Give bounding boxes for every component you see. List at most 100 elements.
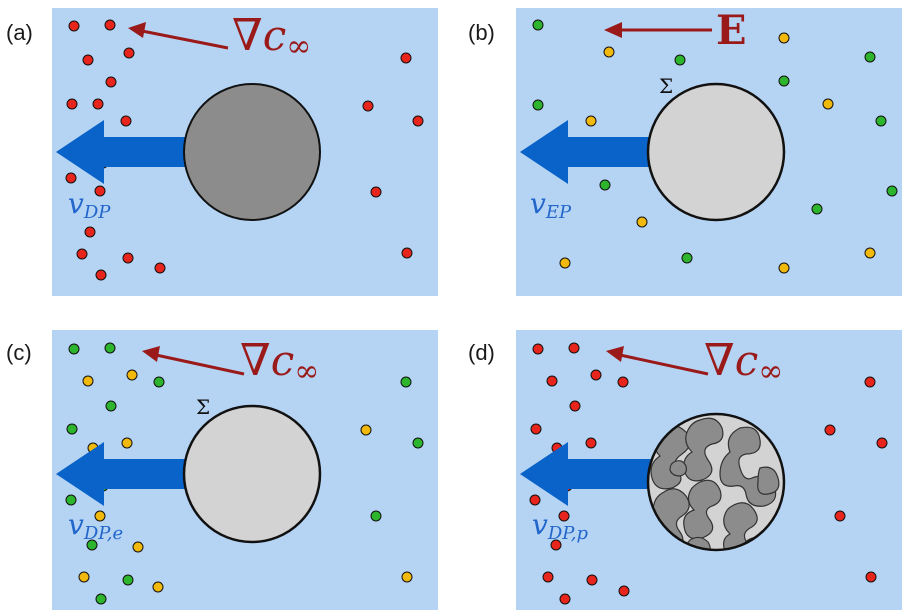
- panel-a-label: (a): [6, 20, 33, 45]
- ion-dot: [864, 247, 876, 259]
- solute-dot: [84, 226, 96, 238]
- solute-dot: [95, 269, 107, 281]
- ion-dot: [875, 115, 887, 127]
- patterned-particle: [646, 412, 786, 552]
- solute-dot: [66, 423, 78, 435]
- panel-b: (b) Σ E: [468, 7, 902, 296]
- solute-dot: [104, 19, 116, 31]
- solute-dot: [550, 539, 562, 551]
- solute-dot: [132, 541, 144, 553]
- velocity-label: vEP: [530, 187, 572, 223]
- solute-dot: [95, 593, 107, 605]
- solute-dot: [529, 494, 541, 506]
- solute-dot: [76, 248, 88, 260]
- big-left-arrow-icon: [520, 120, 654, 184]
- solute-dot: [412, 115, 424, 127]
- solute-dot: [618, 585, 630, 597]
- concentration-gradient-label: ∇c∞: [704, 335, 783, 389]
- solute-dot: [152, 581, 164, 593]
- solute-dot: [834, 510, 846, 522]
- solute-dot: [362, 100, 374, 112]
- solute-dot: [559, 593, 571, 605]
- solute-dot: [876, 437, 888, 449]
- solute-dot: [546, 375, 558, 387]
- solute-dot: [401, 247, 413, 259]
- solute-dot: [532, 343, 544, 355]
- panel-d-label: (d): [468, 340, 495, 365]
- panel-d-dots: [529, 342, 888, 605]
- electric-field-label: E: [716, 7, 747, 54]
- solute-dot: [153, 376, 165, 388]
- ion-dot: [778, 75, 790, 87]
- solute-dot: [617, 376, 629, 388]
- panel-c: (c): [6, 330, 438, 610]
- solute-dot: [400, 52, 412, 64]
- solute-dot: [865, 571, 877, 583]
- panel-d: (d): [468, 330, 902, 610]
- concentration-gradient-label: ∇c∞: [240, 335, 319, 389]
- solute-dot: [123, 47, 135, 59]
- light-particle: [646, 82, 786, 222]
- concentration-gradient-label: ∇c∞: [232, 10, 311, 64]
- solute-dot: [94, 510, 106, 522]
- solute-dot: [585, 437, 597, 449]
- solute-dot: [568, 342, 580, 354]
- solute-dot: [126, 369, 138, 381]
- thin-left-arrow-icon: [142, 346, 245, 376]
- solute-dot: [68, 20, 80, 32]
- thin-left-arrow-icon: [606, 346, 709, 376]
- solute-dot: [122, 574, 134, 586]
- thin-left-arrow-icon: [604, 22, 712, 38]
- thin-left-arrow-icon: [128, 22, 229, 50]
- sigma-label: Σ: [659, 74, 673, 98]
- ion-dot: [681, 252, 693, 264]
- solute-dot: [401, 571, 413, 583]
- panel-b-dots: [532, 19, 898, 274]
- solute-dot: [105, 76, 117, 88]
- ion-dot: [778, 32, 790, 44]
- sigma-label: Σ: [196, 395, 210, 419]
- solute-dot: [530, 423, 542, 435]
- velocity-label: vDP: [68, 187, 111, 223]
- solute-dot: [65, 172, 77, 184]
- solute-dot: [120, 115, 132, 127]
- ion-dot: [674, 54, 686, 66]
- solute-dot: [86, 539, 98, 551]
- big-left-arrow-icon: [520, 442, 654, 506]
- solute-dot: [542, 571, 554, 583]
- solute-dot: [400, 376, 412, 388]
- ion-dot: [822, 98, 834, 110]
- solute-dot: [66, 98, 78, 110]
- panel-c-label: (c): [6, 340, 32, 365]
- solute-dot: [824, 424, 836, 436]
- solute-dot: [370, 186, 382, 198]
- solute-dot: [558, 510, 570, 522]
- ion-dot: [778, 262, 790, 274]
- ion-dot: [532, 19, 544, 31]
- ion-dot: [532, 99, 544, 111]
- ion-dot: [603, 46, 615, 58]
- solute-dot: [94, 185, 106, 197]
- big-left-arrow-icon: [56, 120, 190, 184]
- solute-dot: [121, 437, 133, 449]
- panel-b-label: (b): [468, 20, 495, 45]
- solute-dot: [412, 437, 424, 449]
- solute-dot: [92, 98, 104, 110]
- velocity-label: vDP,p: [532, 508, 588, 544]
- ion-dot: [585, 115, 597, 127]
- solute-dot: [82, 54, 94, 66]
- ion-dot: [864, 51, 876, 63]
- solute-dot: [586, 574, 598, 586]
- solute-dot: [82, 375, 94, 387]
- solute-dot: [154, 262, 166, 274]
- big-left-arrow-icon: [56, 442, 190, 506]
- solute-dot: [78, 571, 90, 583]
- dark-particle: [183, 83, 321, 221]
- ion-dot: [886, 185, 898, 197]
- solute-dot: [569, 400, 581, 412]
- light-particle: [182, 404, 322, 544]
- ion-dot: [599, 179, 611, 191]
- solute-dot: [590, 369, 602, 381]
- ion-dot: [811, 203, 823, 215]
